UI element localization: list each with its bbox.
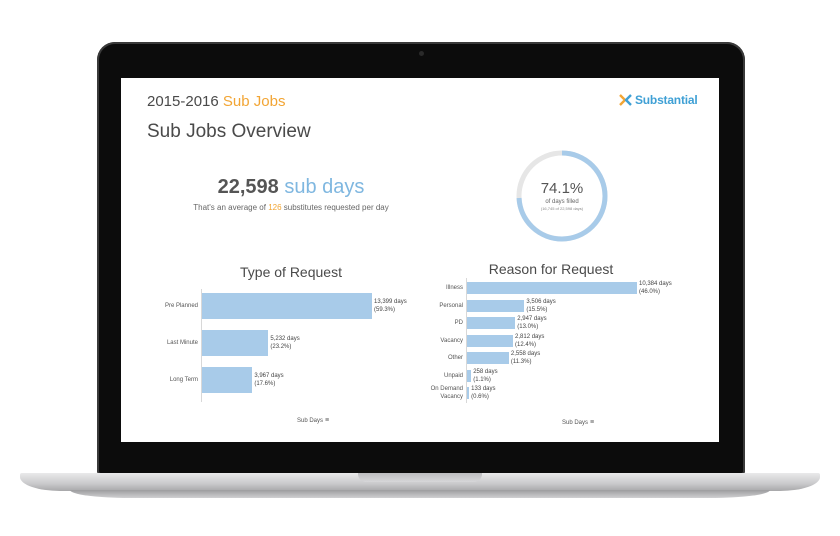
value-label: 5,232 days (23.2%)	[270, 335, 299, 351]
value-label: 10,384 days (46.0%)	[639, 280, 672, 296]
category-label-line: Illness	[445, 285, 463, 291]
value-label: 133 days (0.6%)	[471, 385, 495, 401]
value-days: 3,506 days	[526, 298, 556, 305]
category-label: Illness	[383, 284, 463, 292]
value-percent: (23.2%)	[270, 344, 292, 350]
sort-axis-label: Sub Days ≡	[297, 417, 329, 424]
category-label: PD	[383, 319, 463, 327]
category-label: Unpaid	[383, 372, 463, 380]
value-percent: (17.6%)	[254, 381, 276, 387]
category-label-line: On Demand	[430, 386, 463, 392]
value-days: 3,967 days	[254, 373, 284, 379]
page-title: Sub Jobs Overview	[147, 121, 311, 142]
value-percent: (1.1%)	[473, 376, 491, 383]
bar	[467, 317, 516, 329]
sort-icon[interactable]: ≡	[323, 417, 330, 424]
donut-fill	[516, 150, 608, 242]
value-label: 258 days (1.1%)	[473, 368, 497, 384]
category-label-line: Vacancy	[440, 337, 463, 344]
value-days: 13,399 days	[374, 299, 407, 305]
value-label: 2,558 days (11.3%)	[511, 350, 540, 366]
value-percent: (12.4%)	[515, 341, 537, 348]
filled-days-donut	[516, 150, 608, 242]
value-percent: (46.0%)	[639, 289, 661, 295]
category-label: Long Term	[121, 376, 198, 384]
axis-title: Sub Days	[562, 420, 589, 426]
axis-title: Sub Days	[297, 418, 324, 424]
bar	[202, 367, 253, 393]
value-days: 2,812 days	[515, 333, 545, 340]
axis-line	[466, 278, 467, 403]
laptop-base	[20, 473, 820, 491]
value-days: 133 days	[471, 386, 496, 392]
value-percent: (0.6%)	[471, 394, 489, 400]
laptop-base-bottom	[70, 490, 770, 498]
bar	[467, 352, 509, 364]
sub-days-kpi: 22,598 sub days That's an average of 126…	[161, 176, 421, 212]
substantial-logo-icon	[619, 94, 632, 106]
category-label: On Demand Vacancy	[383, 385, 463, 401]
donut-percent: 74.1%	[540, 180, 584, 197]
category-label-line: Personal	[439, 302, 463, 309]
value-label: 3,506 days (15.5%)	[526, 298, 555, 314]
laptop-notch	[358, 473, 482, 482]
kpi-sub-prefix: That's an average of	[193, 203, 266, 212]
chart-title: Reason for Request	[488, 261, 614, 277]
bar	[467, 334, 514, 347]
bar	[202, 293, 372, 319]
logo-text: Substantial	[635, 93, 698, 107]
category-label: Last Minute	[121, 339, 198, 347]
bar	[467, 299, 525, 312]
category-label-line: Other	[447, 355, 463, 361]
chart-title: Type of Request	[240, 264, 342, 280]
bar	[467, 282, 637, 294]
brand-logo: Substantial	[619, 93, 698, 107]
value-days: 258 days	[473, 368, 498, 375]
donut-caption: of days filled	[545, 199, 579, 205]
sort-icon[interactable]: ≡	[588, 419, 595, 426]
value-label: 13,399 days (59.3%)	[374, 298, 407, 314]
category-label-line: Last Minute	[166, 340, 198, 346]
category-label-line: Pre Planned	[164, 303, 198, 309]
donut-detail: (16,745 of 22,598 days)	[540, 206, 584, 211]
kpi-sub-suffix: substitutes requested per day	[283, 203, 389, 212]
category-label: Vacancy	[383, 337, 463, 345]
category-label: Other	[383, 354, 463, 362]
value-percent: (15.5%)	[526, 306, 548, 313]
kpi-value: 22,598	[217, 176, 279, 198]
header-year: 2015-2016	[147, 93, 219, 110]
bar	[202, 330, 269, 356]
value-percent: (59.3%)	[374, 307, 396, 313]
category-label: Pre Planned	[121, 302, 198, 310]
header-accent: Sub Jobs	[222, 93, 286, 110]
category-label: Personal	[383, 302, 463, 310]
camera-icon	[419, 51, 424, 56]
value-days: 10,384 days	[639, 281, 672, 287]
category-label-line: Unpaid	[443, 372, 463, 379]
donut-label: 74.1% of days filled (16,745 of 22,598 d…	[514, 180, 610, 211]
bar	[467, 369, 472, 382]
axis-line	[201, 289, 202, 402]
sort-axis-label: Sub Days ≡	[562, 419, 594, 426]
category-label-line: PD	[454, 320, 463, 326]
value-percent: (11.3%)	[510, 359, 532, 365]
dashboard-screen: 2015-2016 Sub Jobs Substantial Sub Jobs …	[121, 78, 719, 442]
header-title: 2015-2016 Sub Jobs	[147, 93, 285, 110]
value-label: 2,947 days (13.0%)	[517, 315, 546, 331]
value-days: 5,232 days	[270, 336, 300, 342]
category-label-line: Vacancy	[440, 394, 463, 400]
value-label: 3,967 days (17.6%)	[254, 372, 283, 388]
value-label: 2,812 days (12.4%)	[515, 333, 544, 349]
kpi-sub-highlight: 126	[268, 203, 282, 212]
category-label-line: Long Term	[169, 377, 198, 383]
bar	[467, 387, 470, 399]
value-percent: (13.0%)	[517, 324, 539, 330]
value-days: 2,558 days	[510, 351, 541, 357]
value-days: 2,947 days	[517, 316, 547, 322]
kpi-unit: sub days	[284, 176, 365, 198]
kpi-subtitle: That's an average of 126 substitutes req…	[161, 203, 421, 212]
